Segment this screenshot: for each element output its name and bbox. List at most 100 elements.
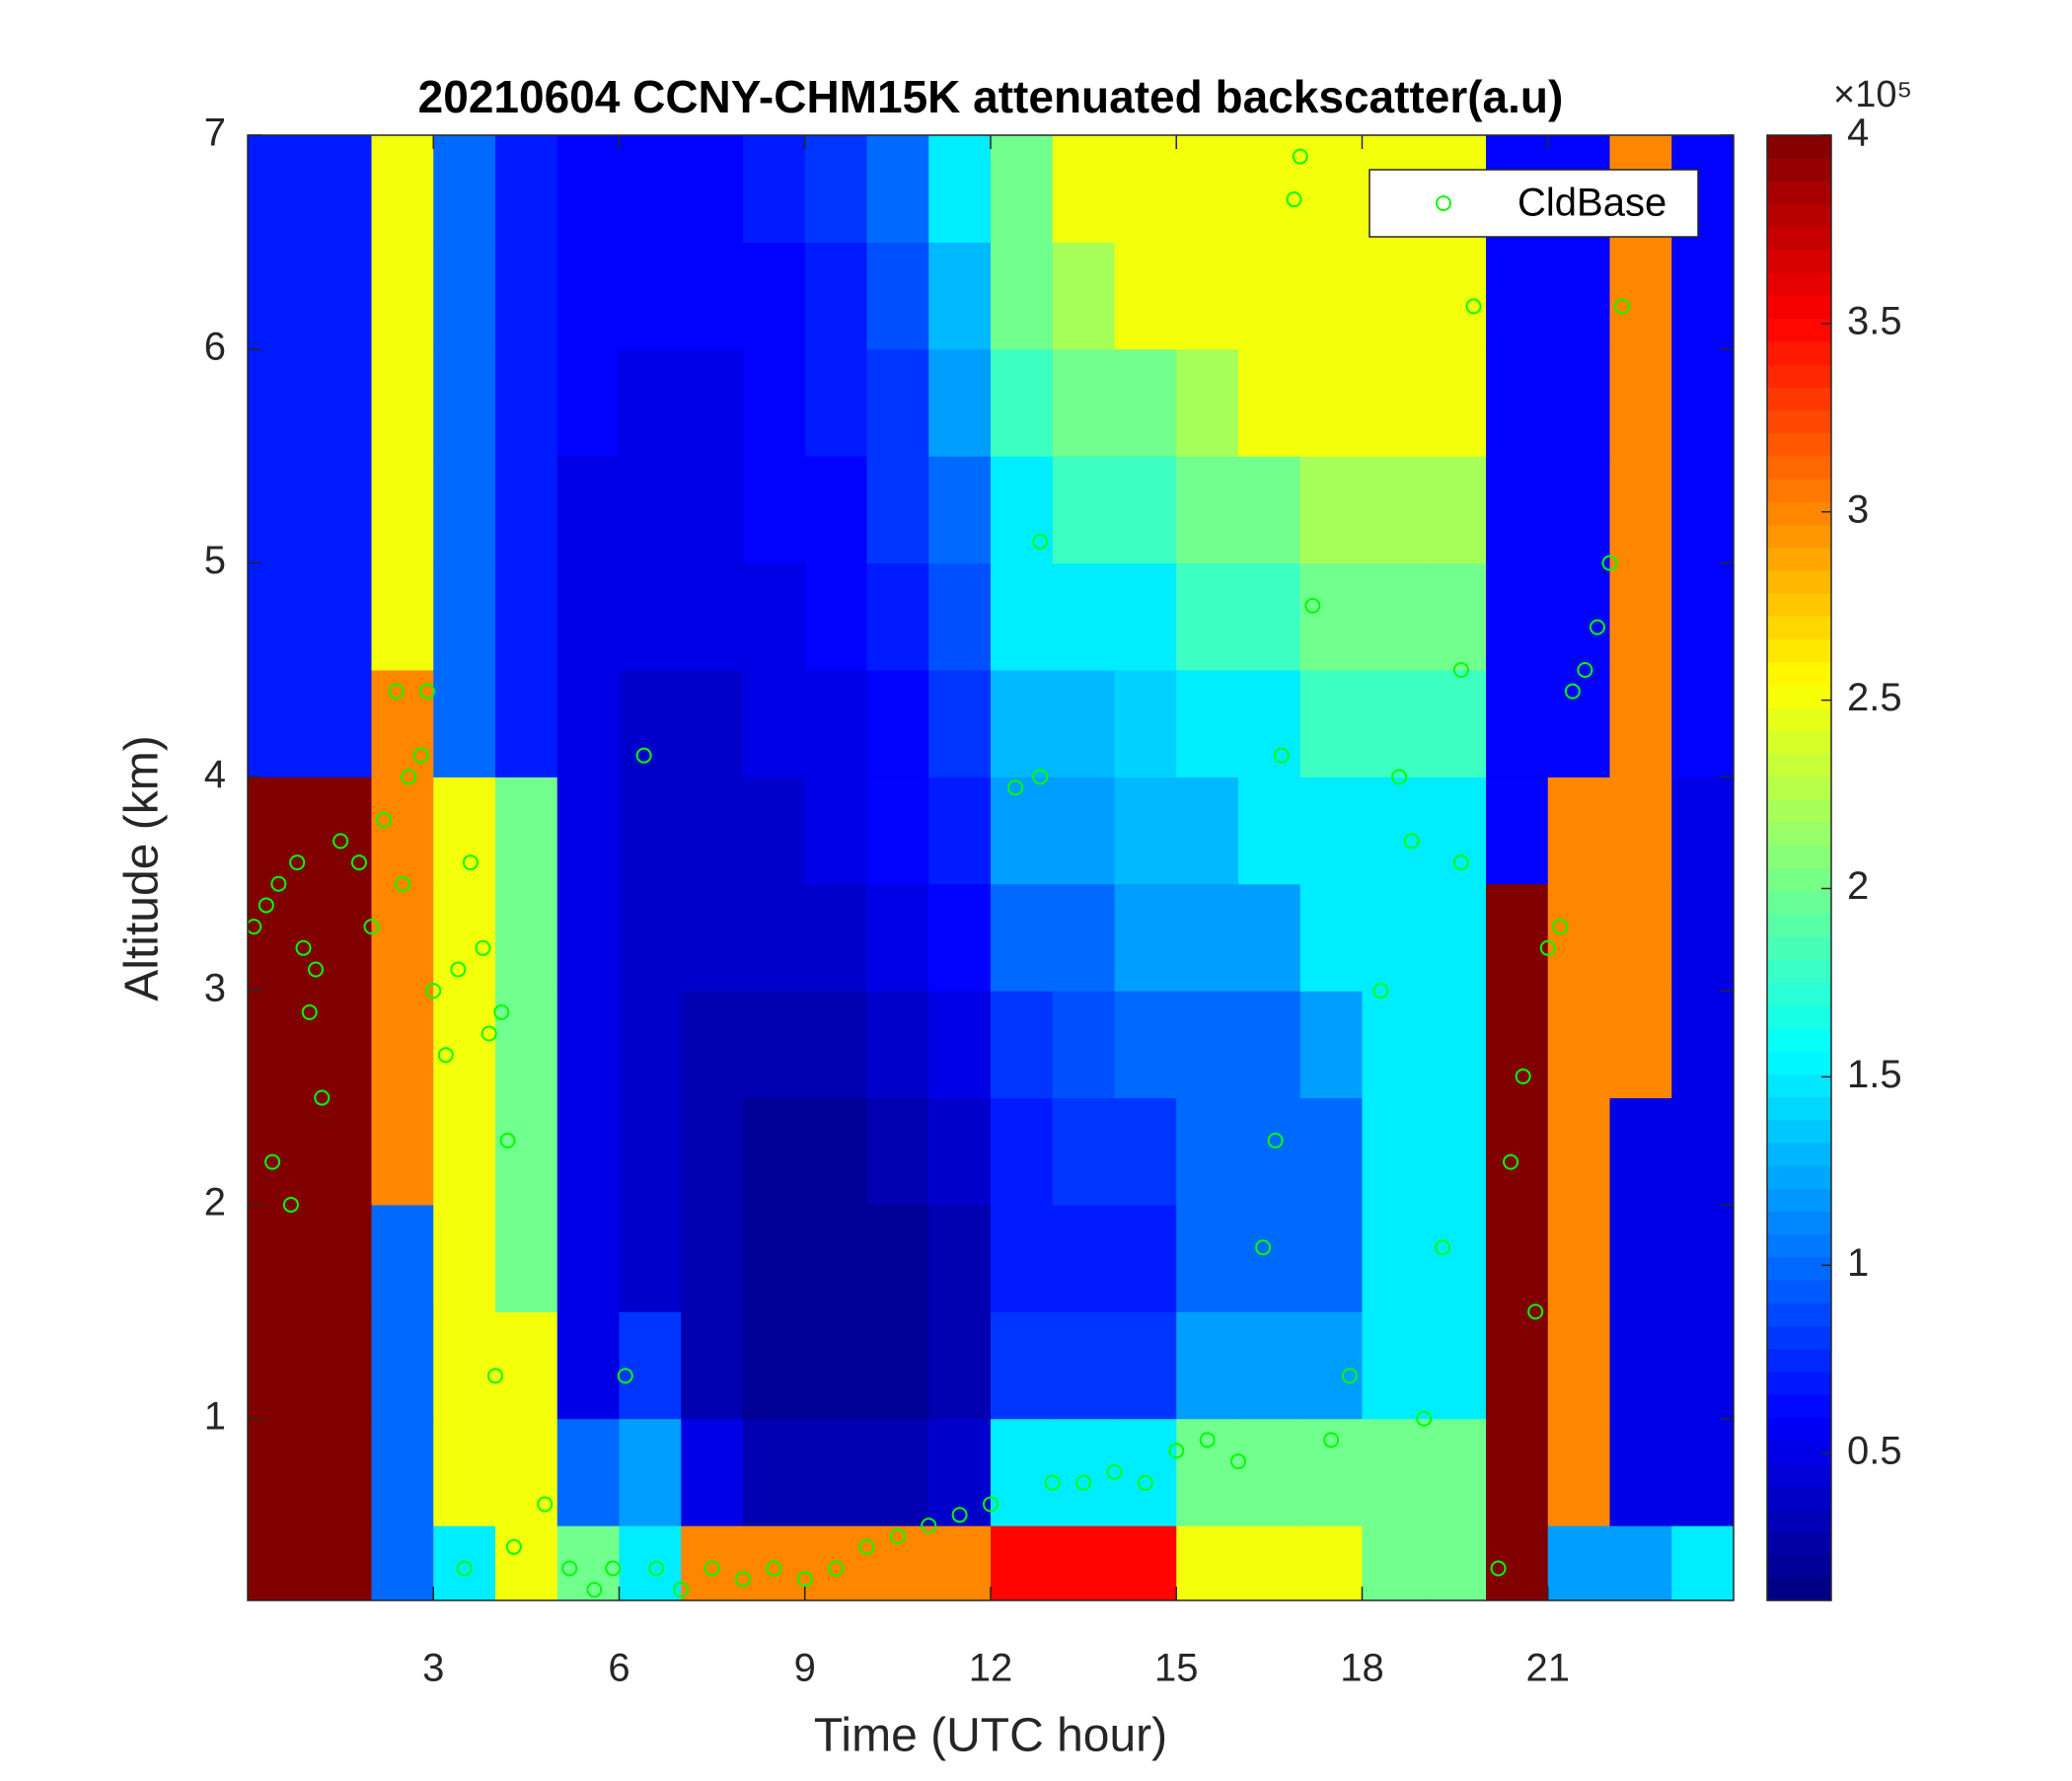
heat-cell [1114,135,1177,243]
heat-cell [866,883,929,992]
cloud-base-point [648,1560,665,1577]
heat-cell [1671,348,1734,457]
heat-cell [804,562,867,671]
heat-cell [928,777,992,885]
heat-cell [309,669,372,778]
heat-cell [1238,1097,1301,1206]
heat-cell [1176,1418,1239,1526]
heat-cell [309,1097,372,1206]
heat-cell [556,883,620,992]
cloud-base-point [363,919,380,935]
colorbar-step [1767,638,1831,663]
heat-cell [1114,1097,1177,1206]
heat-cell [1424,456,1487,564]
cloud-base-point [418,683,435,700]
colorbar-step [1767,1394,1831,1418]
cloud-base-point [1589,619,1605,635]
cloud-base-point [617,1368,633,1384]
heat-cell [866,348,929,457]
heat-cell [619,991,682,1099]
colorbar-multiplier: ×10⁵ [1833,74,1912,115]
cloud-base-point [499,1132,516,1149]
heat-cell [743,991,806,1099]
heat-cell [309,777,372,885]
heat-cell [371,1204,434,1312]
heat-cell [433,883,496,992]
cloud-base-point [1341,1368,1358,1384]
heat-cell [991,348,1054,457]
cloud-base-point [301,1003,318,1020]
colorbar-step [1767,318,1831,342]
colorbar-step [1767,181,1831,205]
heat-cell [1052,348,1115,457]
cloud-base-point [475,939,491,956]
cloud-base-point [264,1153,281,1170]
heat-cell [619,669,682,778]
heat-cell [248,242,311,350]
colorbar-step [1767,1371,1831,1395]
colorbar-tick-label: 2.5 [1847,676,1902,719]
heat-cell [681,1525,744,1600]
heat-cell [1424,1525,1487,1600]
colorbar-step [1767,936,1831,960]
heat-cell [495,669,558,778]
colorbar-step [1767,501,1831,526]
heat-cell [1238,883,1301,992]
heat-cell [619,883,682,992]
heat-cell [1547,991,1610,1099]
heat-cell [1114,777,1177,885]
heat-cell [371,456,434,564]
colorbar-tick-label: 0.5 [1847,1430,1902,1473]
heat-cell [309,348,372,457]
cloud-base-point [1032,533,1049,550]
colorbar-step [1767,1462,1831,1487]
heat-cell [1424,1311,1487,1420]
heat-cell [371,348,434,457]
colorbar-step [1767,295,1831,320]
heat-cell [928,348,992,457]
heat-cell [619,562,682,671]
heat-cell [495,1418,558,1526]
heat-cell [433,1204,496,1312]
heat-cell [1114,991,1177,1099]
heat-cell [556,1204,620,1312]
cloud-base-point [1391,769,1408,785]
heat-cell [371,1311,434,1420]
heat-cell [619,456,682,564]
colorbar-step [1767,340,1831,365]
heat-cell [681,1204,744,1312]
y-tick-label: 6 [204,325,226,368]
cloud-base-point [1075,1474,1092,1491]
y-tick-label: 4 [204,753,226,796]
heat-cell [866,991,929,1099]
colorbar-step [1767,867,1831,892]
heat-cell [1609,456,1672,564]
heat-cell [1671,1097,1734,1206]
heat-cell [1299,1525,1363,1600]
heat-cell [928,1204,992,1312]
colorbar-step [1767,822,1831,846]
cloud-base-point [1465,298,1482,315]
heat-cell [1114,1204,1177,1312]
cloud-base-point [1199,1432,1216,1448]
x-tick-label: 6 [608,1647,629,1690]
colorbar-step [1767,250,1831,273]
heat-cell [991,1097,1054,1206]
heat-cell [681,1097,744,1206]
colorbar-step [1767,455,1831,480]
heat-cell [743,883,806,992]
heat-cell [248,1311,311,1420]
heat-cell [743,777,806,885]
heat-cell [681,883,744,992]
heat-cell [928,1525,992,1600]
colorbar-step [1767,1348,1831,1373]
heat-cell [1114,1311,1177,1420]
colorbar-step [1767,1325,1831,1350]
heat-cell [804,1204,867,1312]
colorbar-tick-label: 4 [1847,111,1869,155]
heat-cell [1238,669,1301,778]
heat-cell [1299,456,1363,564]
colorbar-step [1767,1004,1831,1029]
colorbar-step [1767,387,1831,411]
heat-cell [743,242,806,350]
